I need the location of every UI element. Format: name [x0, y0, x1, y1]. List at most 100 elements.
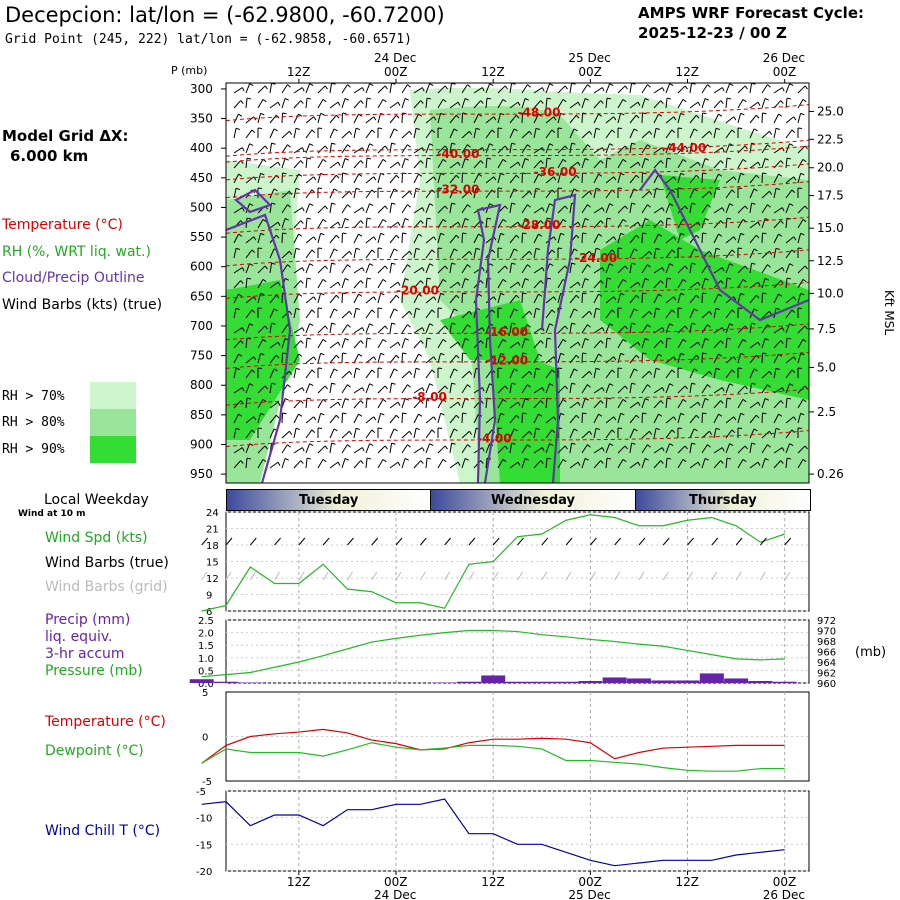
wind-barb — [305, 98, 308, 109]
wind-barb — [677, 459, 684, 469]
wind-barb-flag — [249, 383, 254, 387]
wind-barb-flag — [691, 262, 696, 265]
wind-barb-flag — [733, 236, 737, 241]
wind-barb-flag — [440, 292, 445, 296]
wind-barb — [605, 176, 615, 184]
wind-barb-flag — [642, 292, 647, 295]
wind-barb — [737, 99, 744, 109]
wind-barb — [437, 279, 444, 289]
wind-barb — [653, 447, 663, 454]
wind-barb — [665, 323, 671, 334]
wind-barb-flag — [620, 352, 625, 356]
wind-barb — [365, 429, 373, 439]
wind-barb — [365, 398, 368, 409]
wind-barb — [317, 445, 326, 454]
wind-barb — [269, 323, 273, 334]
wind-barb-flag — [715, 307, 721, 311]
wind-barb — [413, 267, 423, 274]
wind-barb — [797, 159, 804, 169]
wind-barb — [545, 203, 551, 214]
wind-barb-flag — [538, 233, 543, 237]
wind-barb-flag — [331, 262, 336, 265]
wind-barb — [329, 281, 339, 289]
wind-barb — [437, 293, 442, 304]
wind-barb-flag — [767, 144, 771, 148]
surface-wind-barb — [638, 537, 646, 546]
grid-wind-barb — [225, 571, 232, 581]
wind-barb — [449, 401, 459, 409]
wind-barb — [785, 158, 788, 169]
wind-barb — [305, 249, 313, 259]
wind-barb — [689, 234, 697, 244]
wind-barb-flag — [709, 131, 713, 135]
wind-barb — [377, 85, 386, 94]
wind-barb-flag — [731, 369, 736, 374]
wind-barb — [533, 447, 543, 454]
wind-barb — [353, 293, 359, 304]
wind-barb-flag — [404, 98, 409, 101]
wind-barb-flag — [595, 127, 601, 131]
wind-barb — [629, 128, 635, 139]
wind-barb-flag — [729, 83, 734, 87]
precip-bar — [214, 681, 238, 683]
wind-barb — [653, 160, 662, 169]
wind-barb-flag — [469, 251, 473, 255]
wind-barb-flag — [241, 447, 245, 452]
wind-barb-flag — [606, 337, 612, 340]
wind-barb-flag — [384, 85, 388, 90]
wind-barb-flag — [395, 294, 400, 299]
wind-barb-flag — [560, 172, 565, 176]
wind-barb — [317, 159, 324, 169]
wind-barb-flag — [647, 384, 651, 388]
wind-barb — [461, 338, 466, 349]
wind-barb-flag — [522, 232, 527, 235]
wind-barb — [509, 281, 519, 289]
wind-barb-flag — [778, 233, 783, 237]
wind-barb-flag — [637, 101, 641, 106]
wind-barb-flag — [366, 157, 372, 160]
wind-barb — [713, 207, 723, 214]
wind-barb-flag — [797, 427, 803, 430]
wind-barb-flag — [611, 249, 616, 254]
wind-barb — [593, 160, 602, 169]
wind-barb — [233, 447, 243, 454]
wind-barb — [581, 338, 586, 349]
wind-barb — [389, 401, 399, 409]
wind-barb — [377, 279, 384, 289]
wind-barb-flag — [306, 457, 312, 460]
wind-barb — [245, 323, 251, 334]
wind-barb-flag — [344, 458, 349, 461]
wind-barb — [689, 143, 693, 154]
wind-barb-flag — [557, 427, 563, 430]
wind-barb — [257, 233, 262, 244]
wind-barb-flag — [769, 431, 773, 435]
wind-barb — [389, 143, 393, 154]
wind-barb — [617, 173, 622, 184]
wind-barb-flag — [238, 353, 243, 357]
wind-barb-flag — [426, 457, 432, 460]
wind-barb — [533, 327, 543, 334]
wind-barb — [749, 83, 753, 94]
wind-barb — [797, 99, 804, 109]
wind-barb-flag — [420, 220, 424, 224]
wind-barb-flag — [240, 280, 244, 284]
wind-barb-flag — [475, 187, 481, 191]
wind-barb-flag — [264, 445, 268, 450]
wind-barb — [413, 280, 422, 289]
wind-barb-flag — [513, 128, 518, 132]
wind-barb — [593, 340, 602, 349]
wind-barb-flag — [767, 444, 771, 448]
wind-barb — [713, 267, 723, 274]
wind-barb — [569, 368, 575, 379]
wind-barb-flag — [682, 98, 687, 103]
wind-barb-flag — [418, 293, 423, 297]
wind-barb-flag — [407, 84, 411, 88]
temp-tick-label: 0 — [202, 733, 208, 744]
wind-barb — [509, 248, 515, 259]
wind-barb — [533, 160, 542, 169]
wind-barb-flag — [644, 98, 649, 101]
wind-barb — [629, 414, 637, 424]
wind-barb — [293, 353, 299, 364]
precip-bar — [238, 682, 263, 683]
wind-barb — [713, 160, 722, 169]
